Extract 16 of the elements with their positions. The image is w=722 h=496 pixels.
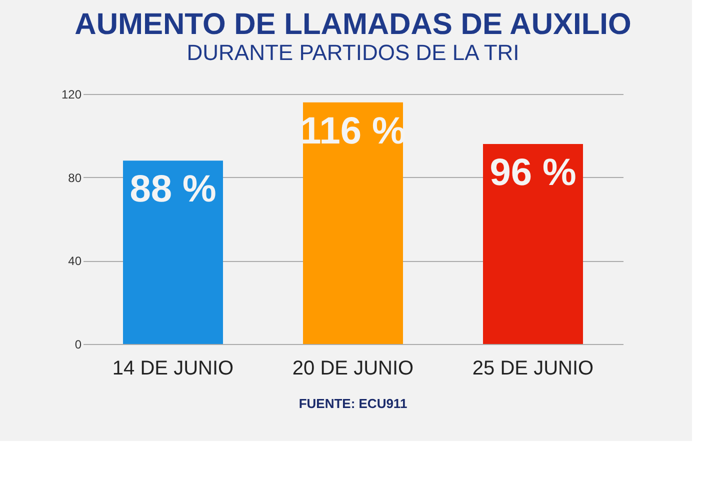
bar <box>483 144 583 344</box>
x-tick-label: 20 DE JUNIO <box>292 358 414 380</box>
data-label: 116 % <box>300 110 406 152</box>
chart-title: AUMENTO DE LLAMADAS DE AUXILIO <box>74 8 632 41</box>
bar <box>123 160 223 344</box>
y-tick-label: 40 <box>68 254 82 268</box>
data-label: 96 % <box>490 152 576 194</box>
x-tick-label: 14 DE JUNIO <box>112 358 234 380</box>
data-label: 88 % <box>130 168 216 211</box>
bar <box>303 102 403 344</box>
y-tick-label: 0 <box>74 338 82 352</box>
y-tick-label: 120 <box>61 88 82 102</box>
x-tick-label: 25 DE JUNIO <box>472 358 594 380</box>
chart-subtitle: DURANTE PARTIDOS DE LA TRI <box>186 40 520 65</box>
source-note: FUENTE: ECU911 <box>298 396 408 411</box>
y-tick-label: 80 <box>68 170 82 185</box>
